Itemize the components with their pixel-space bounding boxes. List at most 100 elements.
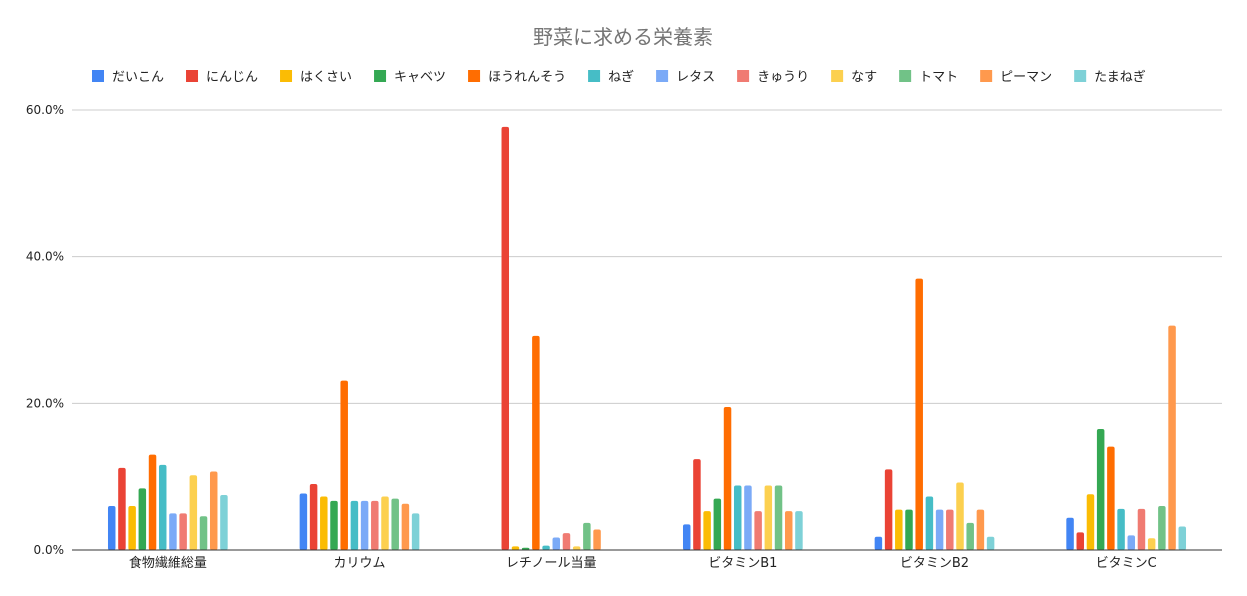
legend-item: にんじん xyxy=(186,70,258,85)
bar xyxy=(733,485,742,550)
bar xyxy=(693,459,701,550)
bar xyxy=(1147,538,1156,550)
legend-label: きゅうり xyxy=(757,70,809,85)
bar xyxy=(795,511,803,550)
bar xyxy=(501,126,510,550)
legend-label: はくさい xyxy=(300,70,352,85)
bar xyxy=(1066,517,1074,550)
gridlines xyxy=(72,109,1222,404)
bar xyxy=(1117,508,1125,550)
bar xyxy=(946,509,954,550)
bar xyxy=(411,513,420,550)
legend-swatch xyxy=(980,70,993,82)
legend-item: ほうれんそう xyxy=(468,70,566,85)
bar xyxy=(1086,494,1095,550)
legend-swatch xyxy=(92,70,104,82)
bar xyxy=(562,533,571,550)
legend-item: トマト xyxy=(899,70,958,85)
bar xyxy=(360,500,369,550)
x-category-label: カリウム xyxy=(333,556,385,571)
bar xyxy=(1168,325,1176,550)
bar xyxy=(148,454,157,550)
legend-label: にんじん xyxy=(206,70,258,85)
bar xyxy=(381,496,389,550)
legend: だいこん にんじん はくさい キャベツ ほうれんそう ねぎ レタス きゅうり なす トマト ピーマン… xyxy=(92,70,1146,85)
legend-swatch xyxy=(374,70,387,82)
legend-item: レタス xyxy=(656,70,715,85)
bar xyxy=(220,495,228,550)
legend-swatch xyxy=(1074,70,1087,82)
legend-swatch xyxy=(186,70,199,82)
bar xyxy=(179,513,187,550)
legend-item: なす xyxy=(831,70,877,85)
x-category-label: ビタミンC xyxy=(1096,556,1157,571)
y-tick-label: 40.0% xyxy=(26,250,64,264)
legend-item: だいこん xyxy=(92,70,164,85)
bar xyxy=(593,529,601,550)
bar xyxy=(874,536,883,550)
bar xyxy=(209,471,218,550)
bar xyxy=(542,545,550,550)
bar xyxy=(189,475,198,550)
bar xyxy=(138,488,147,550)
x-axis-categories: 食物繊維総量 カリウム レチノール当量 ビタミンB1 ビタミンB2 ビタミンC xyxy=(129,555,1157,571)
x-category-label: 食物繊維総量 xyxy=(129,555,207,571)
bar xyxy=(572,546,581,550)
bar xyxy=(401,503,410,550)
chart-title: 野菜に求める栄養素 xyxy=(533,25,713,49)
bar xyxy=(1127,535,1136,550)
legend-item: ねぎ xyxy=(588,70,634,85)
bar xyxy=(764,485,773,550)
y-tick-label: 0.0% xyxy=(34,543,65,557)
bar xyxy=(1107,446,1115,550)
bar xyxy=(915,278,923,550)
bar xyxy=(1137,508,1146,550)
legend-label: ほうれんそう xyxy=(488,70,566,85)
bar xyxy=(1096,429,1105,550)
legend-item: キャベツ xyxy=(374,70,446,85)
bar xyxy=(391,498,399,550)
bar xyxy=(552,537,561,550)
bar xyxy=(784,511,793,550)
bar xyxy=(925,496,934,550)
legend-label: なす xyxy=(851,70,877,85)
bar xyxy=(935,509,944,550)
bar xyxy=(583,522,591,550)
bar xyxy=(521,547,530,550)
bar xyxy=(128,506,136,550)
bar xyxy=(107,506,116,550)
bar xyxy=(986,536,995,550)
bar xyxy=(350,500,359,550)
legend-item: きゅうり xyxy=(737,70,809,85)
y-tick-label: 20.0% xyxy=(26,396,64,410)
bars xyxy=(107,126,1187,550)
bar xyxy=(744,485,752,550)
legend-swatch xyxy=(588,70,601,82)
bar xyxy=(169,513,177,550)
bar xyxy=(895,509,903,550)
bar xyxy=(309,484,318,550)
y-axis-ticks: 0.0% 20.0% 40.0% 60.0% xyxy=(26,103,64,557)
bar xyxy=(330,500,338,550)
bar xyxy=(320,496,328,550)
bar xyxy=(1158,506,1166,550)
legend-item: たまねぎ xyxy=(1074,70,1146,85)
legend-label: だいこん xyxy=(112,70,164,85)
bar xyxy=(956,482,964,550)
bar xyxy=(884,469,893,550)
x-category-label: レチノール当量 xyxy=(506,556,597,571)
legend-swatch xyxy=(899,70,912,82)
legend-label: ねぎ xyxy=(608,70,634,85)
bar xyxy=(966,522,974,550)
legend-item: ピーマン xyxy=(980,70,1052,85)
bar xyxy=(340,380,348,550)
bar xyxy=(703,511,711,550)
legend-swatch xyxy=(656,70,669,82)
bar xyxy=(976,509,985,550)
bar xyxy=(754,511,762,550)
bar xyxy=(511,546,520,550)
bar xyxy=(774,485,783,550)
bar xyxy=(299,493,308,550)
legend-label: キャベツ xyxy=(394,70,446,85)
